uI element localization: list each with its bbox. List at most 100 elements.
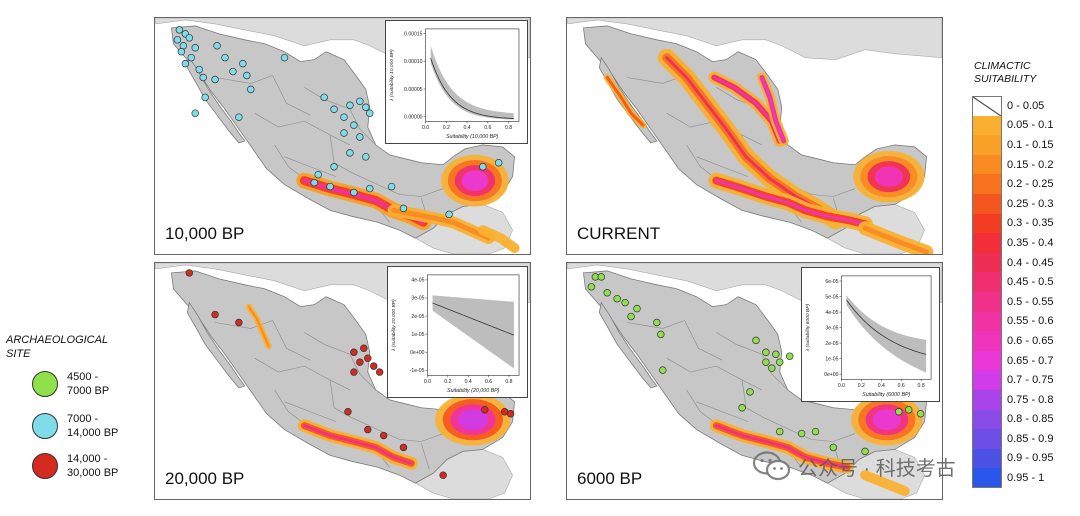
x-tick-label: 0.8 (918, 383, 925, 389)
density-curve (432, 302, 515, 336)
archaeological-site (185, 34, 194, 42)
wechat-icon (752, 451, 791, 481)
state-border (351, 172, 400, 195)
archaeological-site (603, 289, 611, 297)
legend-row: 0.4 - 0.45 (972, 252, 1080, 273)
x-tick-label: 0.8 (505, 125, 512, 131)
legend-label: 0.6 - 0.65 (1007, 334, 1054, 347)
map-panel-10000bp: 0.00000 0.00005 0.00010 0.00015 0.0 0.2 0.4 0.6… (154, 17, 531, 255)
legend-swatch (972, 370, 1002, 390)
climatic-legend-title: CLIMACTIC SUITABILITY (974, 60, 1064, 86)
archaeological-site (326, 182, 334, 191)
suitability-zone (714, 424, 849, 469)
state-border (254, 112, 305, 128)
baja-peninsula (598, 301, 658, 389)
state-border (215, 320, 273, 329)
archaeological-site (340, 113, 348, 121)
archaeological-site (776, 427, 784, 436)
y-tick-label: 0e+00 (824, 372, 839, 378)
y-tick-label: 4e-05 (411, 278, 424, 284)
legend-label: 0.15 - 0.2 (1007, 158, 1054, 171)
state-border (399, 433, 444, 442)
archaeological-site (239, 59, 247, 68)
legend-label: 0.8 - 0.85 (1007, 413, 1054, 426)
archaeological-site (738, 404, 746, 412)
archaeological-site (356, 133, 364, 141)
state-border (627, 320, 685, 329)
legend-swatch (972, 311, 1002, 332)
archaeological-site (364, 354, 372, 362)
archaeological-site (362, 103, 370, 111)
state-border (215, 75, 273, 84)
y-axis-label: λ (suitability 6000 BP) (805, 304, 811, 353)
suitability-zone (714, 179, 867, 226)
inset-plot-20000bp: -1e-05 0e+00 1e-05 2e-05 3e-05 4e-05 0.0 0.2 0.4… (387, 266, 528, 398)
density-curve (430, 58, 514, 119)
suitability-zone (860, 470, 910, 497)
y-tick-label: 0.00015 (404, 31, 423, 37)
suitability-zone (391, 207, 492, 241)
legend-swatch (972, 213, 1002, 234)
watermark: 公众号 · 科技考古 (752, 450, 956, 482)
legend-swatch (972, 252, 1002, 273)
inset-chart-10000bp: 0.00000 0.00005 0.00010 0.00015 0.0 0.2 0.4 0.6… (389, 28, 520, 140)
y-tick-label: 0e+00 (410, 350, 425, 356)
legend-row: 0.7 - 0.75 (972, 370, 1080, 390)
suitability-zone (760, 76, 785, 142)
archaeological-legend-line1: 14,000 - (67, 453, 108, 465)
state-border (304, 332, 351, 355)
state-border (666, 357, 717, 373)
archaeological-site (199, 73, 207, 82)
legend-row: 0.05 - 0.1 (972, 115, 1080, 136)
archaeological-site (211, 75, 219, 84)
archaeological-site (776, 358, 784, 366)
state-border (272, 75, 311, 116)
archaeological-site (235, 113, 243, 121)
archaeological-site (243, 71, 251, 80)
archaeological-site (399, 204, 408, 213)
archaeological-site (366, 184, 374, 193)
archaeological-site (752, 336, 760, 345)
legend-swatch (972, 429, 1002, 449)
archaeological-site (768, 364, 776, 372)
archaeological-site (195, 65, 203, 74)
legend-row: 0.55 - 0.6 (972, 311, 1080, 332)
x-tick-label: 0.4 (878, 383, 885, 389)
legend-row: 0.6 - 0.65 (972, 331, 1080, 351)
x-axis-label: Suitability (10,000 BP) (446, 134, 499, 140)
state-border (329, 134, 353, 173)
state-border (274, 144, 305, 179)
legend-swatch (972, 291, 1002, 312)
state-border (684, 320, 723, 361)
y-tick-label: 4e-05 (825, 310, 838, 316)
neighbor-land (567, 18, 942, 60)
state-border (686, 389, 717, 424)
archaeological-legend-line1: 7000 - (67, 413, 99, 425)
legend-label: 0.75 - 0.8 (1007, 393, 1054, 406)
legend-swatch (972, 409, 1002, 430)
archaeological-legend-line1: 4500 - (67, 371, 99, 383)
archaeological-site (861, 447, 869, 456)
archaeological-site (506, 410, 515, 418)
archaeological-site (173, 36, 182, 44)
y-tick-label: 1e-05 (411, 332, 424, 338)
state-border (351, 417, 400, 440)
archaeological-site (340, 129, 348, 137)
legend-row: 0 - 0.05 (972, 96, 1080, 116)
state-border (399, 188, 444, 197)
archaeological-site (350, 368, 358, 376)
state-border (284, 401, 337, 422)
archaeological-site (360, 344, 368, 352)
archaeological-site (597, 273, 606, 281)
map-current (567, 18, 942, 254)
legend-label: 0.1 - 0.15 (1007, 138, 1054, 151)
panel-label-current: CURRENT (577, 224, 661, 243)
archaeological-site (247, 85, 255, 94)
archaeological-site (439, 471, 447, 479)
y-axis-label: λ (suitability 10,000 BP) (389, 49, 395, 102)
archaeological-site (320, 93, 328, 102)
legend-swatch (972, 448, 1002, 469)
x-tick-label: 0.2 (444, 379, 451, 385)
state-border (696, 401, 749, 422)
inset-chart-20000bp: -1e-05 0e+00 1e-05 2e-05 3e-05 4e-05 0.0 0.2 0.4… (391, 274, 520, 394)
